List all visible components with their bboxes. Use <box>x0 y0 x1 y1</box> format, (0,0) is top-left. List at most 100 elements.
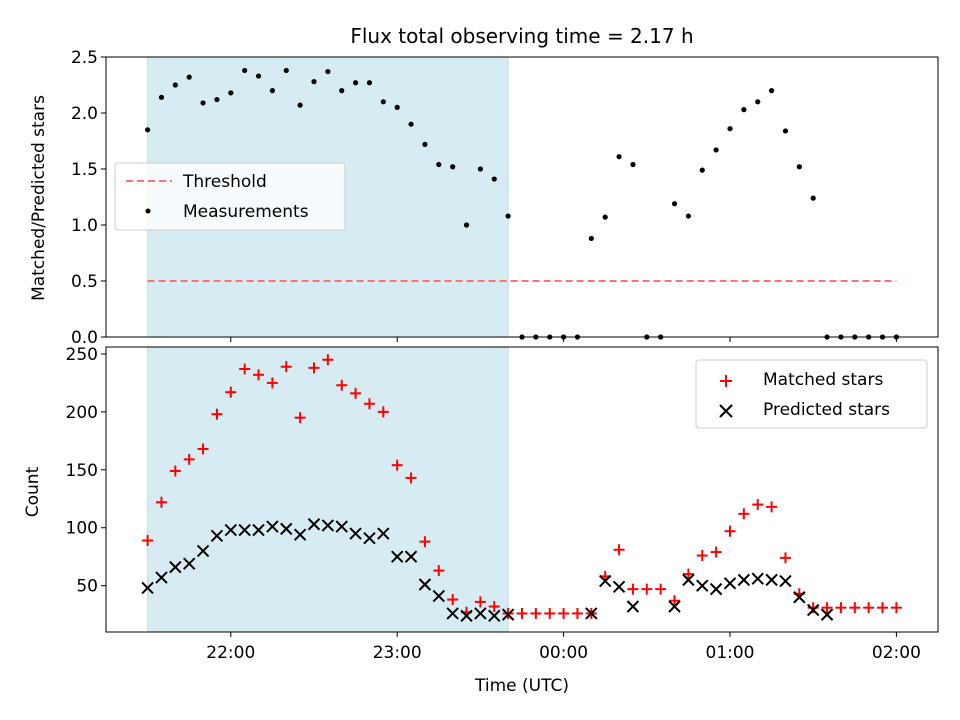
top-legend: Threshold Measurements <box>114 162 346 231</box>
x-tick-label: 00:00 <box>539 643 588 663</box>
predicted-star-point <box>335 520 348 533</box>
predicted-star-point <box>585 607 598 620</box>
bottom-plot-marks <box>141 354 902 622</box>
top-panel: 0.0 0.5 1.0 1.5 2.0 2.5 Flux total observing … <box>29 24 939 348</box>
predicted-star-point <box>793 591 806 604</box>
measurement-point <box>616 154 622 160</box>
measurement-point <box>450 164 456 170</box>
measurement-point <box>325 68 331 75</box>
matched-star-point <box>516 607 528 619</box>
matched-star-point <box>211 408 223 420</box>
matched-star-point <box>669 595 681 607</box>
measurement-point <box>741 107 747 113</box>
matched-star-point <box>752 499 764 511</box>
matched-star-point <box>849 602 861 614</box>
chart-title: Flux total observing time = 2.17 h <box>350 24 693 48</box>
y-tick-label: 1.5 <box>71 160 98 180</box>
matched-star-point <box>877 602 889 614</box>
matched-star-point <box>779 552 791 564</box>
measurement-point <box>394 104 400 110</box>
measurement-point <box>477 166 483 172</box>
matched-star-point <box>391 459 403 471</box>
matched-star-point <box>405 472 417 484</box>
bottom-panel: 50 100 150 200 250 22:00 23:00 00:00 01:00 02:00… <box>23 345 939 696</box>
matched-stars-legend-label: Matched stars <box>763 370 883 390</box>
predicted-star-point <box>432 589 446 603</box>
y-tick-label: 150 <box>66 461 98 481</box>
measurement-point <box>145 127 151 133</box>
predicted-stars-legend-swatch <box>719 404 733 418</box>
bottom-legend-box <box>695 359 928 429</box>
y-tick-label: 200 <box>66 403 98 423</box>
predicted-star-point <box>696 579 709 592</box>
measurement-point <box>782 128 789 134</box>
predicted-star-point <box>751 572 764 585</box>
predicted-star-point <box>737 573 751 587</box>
y-tick-label: 100 <box>66 519 98 539</box>
predicted-star-point <box>363 531 376 545</box>
matched-star-point <box>530 607 542 619</box>
predicted-star-point <box>210 529 224 543</box>
threshold-legend-label: Threshold <box>182 172 267 192</box>
top-plot-marks <box>145 67 900 340</box>
matched-star-point <box>766 501 778 513</box>
top-legend-box <box>114 162 346 231</box>
predicted-star-point <box>709 582 723 596</box>
matched-star-point <box>239 363 251 375</box>
y-tick-label: 50 <box>76 577 98 597</box>
matched-stars-legend-swatch <box>720 375 732 387</box>
predicted-star-point <box>349 527 362 540</box>
measurement-point <box>339 88 345 94</box>
matched-star-point <box>710 546 722 558</box>
bottom-observing-span <box>147 346 509 633</box>
bottom-legend: Matched stars Predicted stars <box>695 359 928 429</box>
matched-star-point <box>142 534 154 546</box>
matched-star-point <box>294 412 306 424</box>
matched-star-point <box>863 602 875 614</box>
measurement-point <box>810 195 816 201</box>
measurement-point <box>769 88 775 94</box>
predicted-star-point <box>155 571 168 584</box>
matched-star-point <box>280 361 292 373</box>
predicted-star-point <box>626 600 640 613</box>
predicted-star-point <box>765 573 778 587</box>
measurement-point <box>422 141 428 147</box>
predicted-star-point <box>598 574 612 588</box>
matched-star-point <box>377 406 389 418</box>
measurement-point <box>755 99 761 105</box>
predicted-star-point <box>668 600 681 613</box>
matched-star-point <box>544 607 556 619</box>
measurement-point <box>255 73 262 79</box>
x-tick-label: 01:00 <box>706 643 755 663</box>
matched-star-point <box>474 596 486 608</box>
measurement-point <box>311 79 317 85</box>
measurement-point <box>172 82 178 88</box>
top-y-axis-label: Matched/Predicted stars <box>29 95 49 301</box>
measurement-point <box>630 161 636 168</box>
measurement-point <box>713 147 719 153</box>
predicted-star-point <box>460 609 473 622</box>
measurement-point <box>671 201 678 207</box>
measurement-point <box>505 213 511 219</box>
matched-star-point <box>641 583 653 595</box>
predicted-star-point <box>612 580 626 594</box>
predicted-star-point <box>307 518 321 531</box>
measurement-point <box>200 100 206 106</box>
measurement-point <box>186 74 192 80</box>
predicted-star-point <box>196 544 210 558</box>
measurement-point <box>588 235 594 242</box>
measurement-point <box>463 222 470 228</box>
measurement-point <box>228 90 234 96</box>
measurement-point <box>158 94 165 100</box>
x-tick-label: 02:00 <box>872 643 921 663</box>
measurement-point <box>366 80 373 86</box>
matched-star-point <box>738 508 750 520</box>
predicted-star-point <box>806 603 820 617</box>
matched-star-point <box>197 443 209 455</box>
bottom-y-ticks: 50 100 150 200 250 <box>66 345 106 597</box>
matched-star-point <box>682 568 694 580</box>
predicted-star-point <box>224 523 238 537</box>
top-x-ticks <box>230 337 897 342</box>
measurements-legend-swatch <box>145 208 151 214</box>
